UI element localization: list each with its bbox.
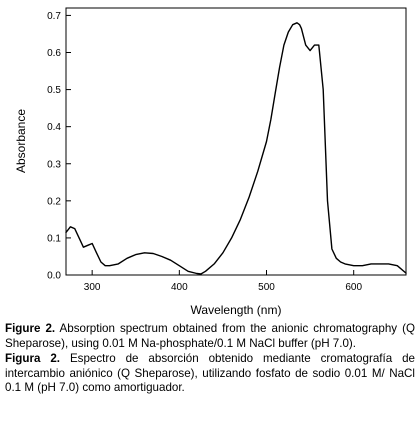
caption-english: Figure 2. Absorption spectrum obtained f… (5, 322, 415, 351)
caption-en-label: Figure 2. (5, 322, 56, 335)
y-tick-label: 0.5 (47, 85, 61, 96)
series-layer (65, 22, 407, 275)
y-tick-label: 0.2 (47, 196, 61, 207)
caption-spanish: Figura 2. Espectro de absorción obtenido… (5, 352, 415, 396)
y-tick-label: 0.4 (47, 122, 61, 133)
absorption-spectrum-chart: 0.0 0.1 0.2 0.3 0.4 0.5 0.6 0.7 300 400 500 600 Wa… (14, 7, 407, 317)
caption-es-text: Espectro de absorción obtenido mediante … (5, 352, 415, 395)
x-axis-title: Wavelength (nm) (191, 303, 282, 317)
x-tick-label: 400 (171, 282, 188, 293)
caption-es-label: Figura 2. (5, 352, 61, 366)
figure-caption: Figure 2. Absorption spectrum obtained f… (5, 322, 415, 397)
y-tick-label: 0.1 (47, 233, 61, 244)
caption-en-text: Absorption spectrum obtained from the an… (5, 322, 415, 350)
plot-frame (65, 7, 407, 276)
y-axis-title: Absorbance (14, 109, 28, 173)
absorbance-line (65, 22, 407, 275)
x-axis-ticks: 300 400 500 600 (84, 270, 362, 293)
x-tick-label: 500 (258, 282, 275, 293)
y-tick-label: 0.3 (47, 159, 61, 170)
x-tick-label: 600 (345, 282, 362, 293)
chart-svg: 0.0 0.1 0.2 0.3 0.4 0.5 0.6 0.7 300 400 500 600 Wa… (14, 7, 407, 317)
x-tick-label: 300 (84, 282, 101, 293)
y-tick-label: 0.7 (47, 11, 61, 22)
y-axis-ticks: 0.0 0.1 0.2 0.3 0.4 0.5 0.6 0.7 (47, 11, 71, 282)
y-tick-label: 0.0 (47, 271, 61, 282)
y-tick-label: 0.6 (47, 48, 61, 59)
